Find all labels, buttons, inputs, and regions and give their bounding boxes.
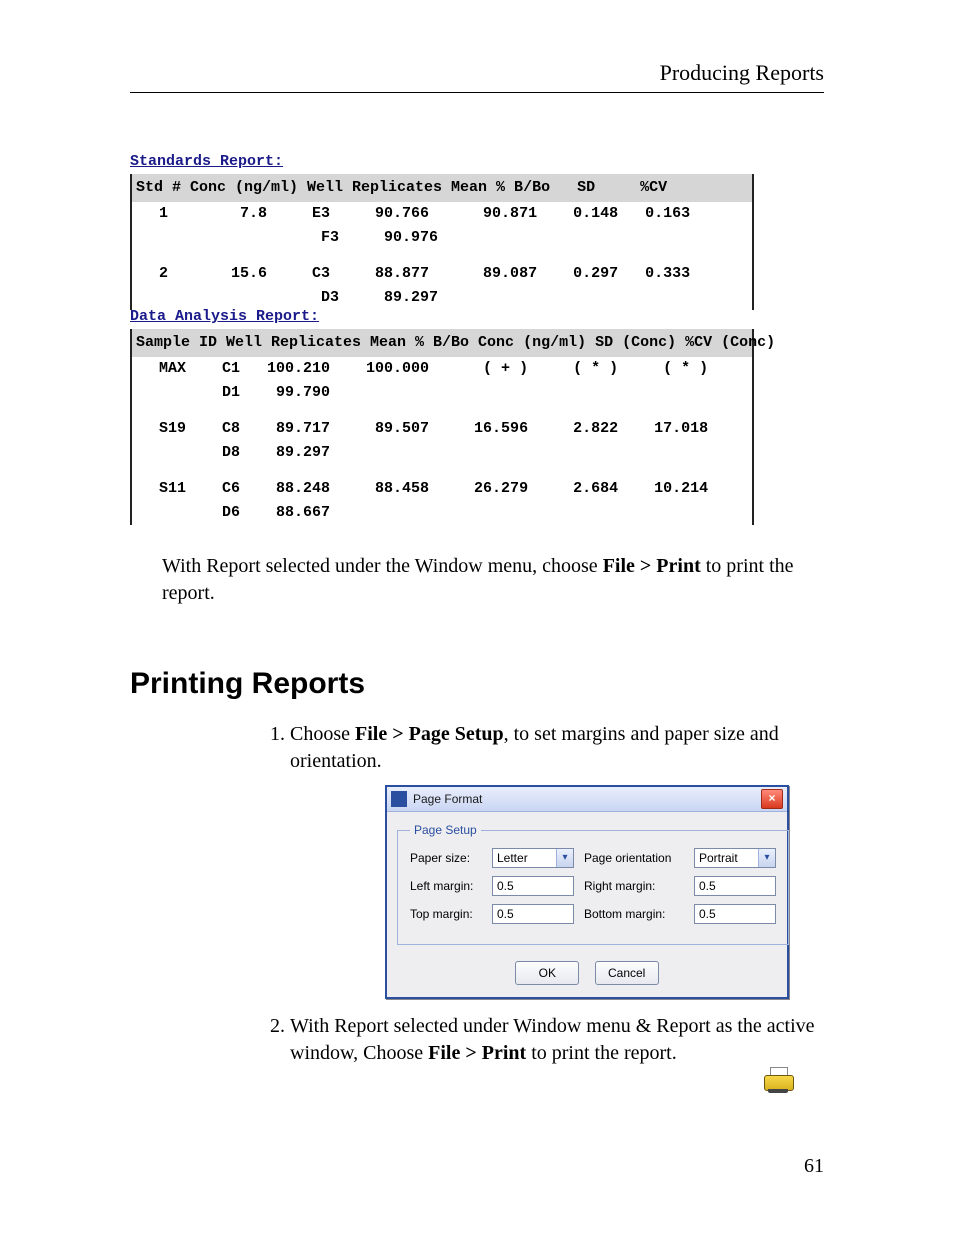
data-analysis-report-title: Data Analysis Report:	[130, 308, 824, 325]
label-paper-size: Paper size:	[410, 850, 482, 866]
label-right-margin: Right margin:	[584, 878, 684, 894]
da-row-s19-a: S19 C8 89.717 89.507 16.596 2.822 17.018	[132, 417, 752, 441]
label-bottom-margin: Bottom margin:	[584, 906, 684, 922]
step1-pre: Choose	[290, 723, 355, 745]
chevron-down-icon: ▾	[556, 849, 573, 867]
da-row-max-b: D1 99.790	[132, 381, 752, 405]
step2-bold: File > Print	[428, 1042, 526, 1064]
dialog-title: Page Format	[413, 791, 761, 807]
standards-report-table: Std # Conc (ng/ml) Well Replicates Mean …	[130, 174, 754, 310]
standards-header-row: Std # Conc (ng/ml) Well Replicates Mean …	[132, 174, 752, 202]
label-top-margin: Top margin:	[410, 906, 482, 922]
da-row-s11-b: D6 88.667	[132, 501, 752, 525]
para1-bold: File > Print	[603, 555, 701, 577]
da-row-max-a: MAX C1 100.210 100.000 ( + ) ( * ) ( * )	[132, 357, 752, 381]
left-margin-field[interactable]	[492, 876, 574, 896]
standards-row-2b: D3 89.297	[132, 286, 752, 310]
paragraph-print-note: With Report selected under the Window me…	[162, 553, 824, 607]
top-margin-field[interactable]	[492, 904, 574, 924]
printer-icon	[762, 1067, 794, 1095]
page-orientation-select[interactable]: Portrait ▾	[694, 848, 776, 868]
page-header: Producing Reports	[130, 60, 824, 93]
paper-size-value: Letter	[493, 849, 556, 867]
label-page-orientation: Page orientation	[584, 850, 684, 866]
chevron-down-icon: ▾	[758, 849, 775, 867]
para1-pre: With Report selected under the Window me…	[162, 555, 603, 577]
da-row-s11-a: S11 C6 88.248 88.458 26.279 2.684 10.214	[132, 477, 752, 501]
data-analysis-report-table: Sample ID Well Replicates Mean % B/Bo Co…	[130, 329, 754, 525]
bottom-margin-field[interactable]	[694, 904, 776, 924]
data-analysis-header-row: Sample ID Well Replicates Mean % B/Bo Co…	[132, 329, 752, 357]
standards-report-title: Standards Report:	[130, 153, 824, 170]
standards-row-1: 1 7.8 E3 90.766 90.871 0.148 0.163	[132, 202, 752, 226]
close-icon[interactable]: ×	[761, 789, 783, 809]
dialog-titlebar: Page Format ×	[387, 787, 787, 812]
label-left-margin: Left margin:	[410, 878, 482, 894]
step1-bold: File > Page Setup	[355, 723, 504, 745]
page-setup-legend: Page Setup	[410, 822, 481, 838]
app-icon	[391, 791, 407, 807]
step-1: Choose File > Page Setup, to set margins…	[290, 721, 824, 999]
cancel-button[interactable]: Cancel	[595, 961, 659, 985]
standards-row-2: 2 15.6 C3 88.877 89.087 0.297 0.333	[132, 262, 752, 286]
page-orientation-value: Portrait	[695, 849, 758, 867]
ok-button[interactable]: OK	[515, 961, 579, 985]
step2-post: to print the report.	[526, 1042, 677, 1064]
page-setup-group: Page Setup Paper size: Letter ▾ Page ori…	[397, 822, 789, 945]
page-format-dialog: Page Format × Page Setup Paper size: Let…	[385, 785, 789, 999]
step-2: With Report selected under Window menu &…	[290, 1013, 824, 1095]
da-row-s19-b: D8 89.297	[132, 441, 752, 465]
section-heading-printing-reports: Printing Reports	[130, 667, 824, 701]
right-margin-field[interactable]	[694, 876, 776, 896]
standards-row-1b: F3 90.976	[132, 226, 752, 250]
paper-size-select[interactable]: Letter ▾	[492, 848, 574, 868]
